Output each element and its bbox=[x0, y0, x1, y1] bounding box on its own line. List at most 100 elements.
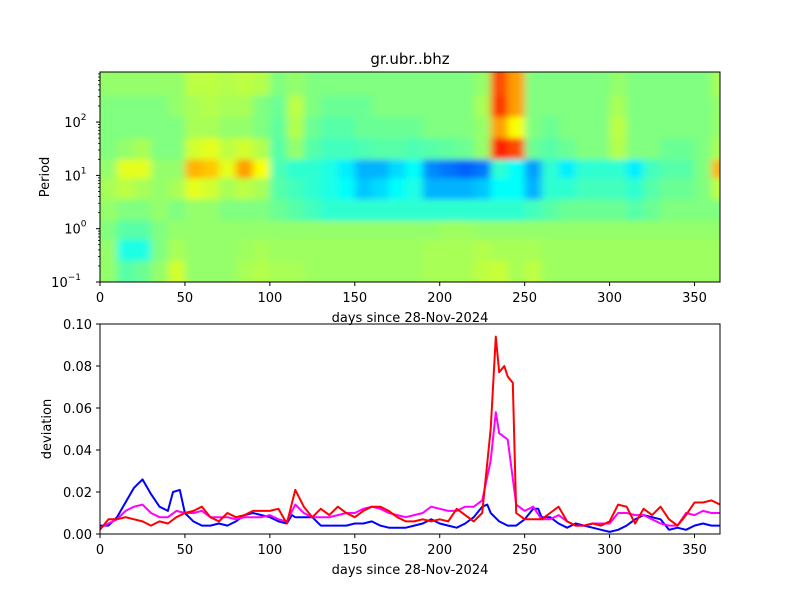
heatmap-cell bbox=[558, 199, 577, 222]
heatmap-cell bbox=[711, 116, 720, 139]
heatmap-cell bbox=[303, 220, 322, 243]
heatmap-cell bbox=[524, 72, 543, 96]
heatmap-cell bbox=[626, 72, 645, 96]
heatmap-cell bbox=[286, 72, 305, 96]
heatmap-cell bbox=[456, 138, 475, 160]
heatmap-cell bbox=[711, 138, 720, 160]
heatmap-cell bbox=[524, 116, 543, 139]
heatmap-cell bbox=[388, 239, 407, 262]
heatmap-ytick-base: 10 bbox=[64, 169, 81, 184]
heatmap-cell bbox=[643, 138, 662, 160]
heatmap-cell bbox=[626, 116, 645, 139]
heatmap-cell bbox=[116, 199, 135, 222]
heatmap-cell bbox=[422, 239, 441, 262]
heatmap-cell bbox=[626, 178, 645, 200]
heatmap-cell bbox=[524, 138, 543, 160]
line-xtick-label: 200 bbox=[427, 543, 452, 558]
heatmap-cell bbox=[150, 199, 169, 222]
heatmap-xtick-label: 0 bbox=[96, 291, 104, 306]
line-xtick-label: 250 bbox=[512, 543, 537, 558]
heatmap-cell bbox=[201, 95, 220, 118]
heatmap-cell bbox=[422, 199, 441, 222]
heatmap-cell bbox=[541, 199, 560, 222]
line-xtick-label: 100 bbox=[257, 543, 282, 558]
line-xtick-label: 50 bbox=[177, 543, 194, 558]
heatmap-cell bbox=[354, 138, 373, 160]
heatmap-cell bbox=[473, 260, 492, 282]
heatmap-xtick-label: 150 bbox=[342, 291, 367, 306]
heatmap-cell bbox=[558, 260, 577, 282]
heatmap-cell bbox=[643, 95, 662, 118]
heatmap-cell bbox=[541, 72, 560, 96]
heatmap-cell bbox=[456, 116, 475, 139]
heatmap-cell bbox=[337, 138, 356, 160]
heatmap-cell bbox=[456, 260, 475, 282]
heatmap-cell bbox=[490, 95, 509, 118]
heatmap-cell bbox=[490, 138, 509, 160]
heatmap-cell bbox=[218, 72, 237, 96]
heatmap-cell bbox=[354, 72, 373, 96]
line-ytick-label: 0.08 bbox=[63, 360, 92, 375]
heatmap-cell bbox=[269, 178, 288, 200]
heatmap-cell bbox=[575, 72, 594, 96]
heatmap-cell bbox=[371, 72, 390, 96]
heatmap-cell bbox=[286, 138, 305, 160]
heatmap-cell bbox=[490, 239, 509, 262]
heatmap-cell bbox=[320, 95, 339, 118]
heatmap-cell bbox=[235, 178, 254, 200]
heatmap-cell bbox=[184, 220, 203, 243]
heatmap-cell bbox=[303, 260, 322, 282]
heatmap-cell bbox=[507, 199, 526, 222]
line-series bbox=[100, 335, 720, 533]
heatmap-cell bbox=[133, 220, 152, 243]
heatmap-cell bbox=[490, 178, 509, 200]
heatmap-cell bbox=[218, 220, 237, 243]
heatmap-cell bbox=[626, 239, 645, 262]
heatmap-cell bbox=[626, 260, 645, 282]
heatmap-cell bbox=[269, 72, 288, 96]
heatmap-cell bbox=[524, 239, 543, 262]
heatmap-cell bbox=[337, 199, 356, 222]
heatmap-ytick-exponent: 1 bbox=[81, 166, 87, 176]
heatmap-cell bbox=[677, 72, 696, 96]
heatmap-ytick-exponent: 2 bbox=[81, 113, 87, 123]
heatmap-cell bbox=[405, 220, 424, 243]
heatmap-cell bbox=[609, 72, 628, 96]
heatmap-cell bbox=[694, 199, 713, 222]
heatmap-cell bbox=[439, 138, 458, 160]
heatmap-cell bbox=[592, 116, 611, 139]
heatmap-cell bbox=[592, 220, 611, 243]
heatmap-cell bbox=[541, 239, 560, 262]
heatmap-cell bbox=[473, 178, 492, 200]
heatmap-cell bbox=[286, 178, 305, 200]
heatmap-cell bbox=[592, 178, 611, 200]
heatmap-cell bbox=[150, 260, 169, 282]
heatmap-cell bbox=[286, 239, 305, 262]
heatmap-cell bbox=[286, 95, 305, 118]
line-xtick-label: 0 bbox=[96, 543, 104, 558]
heatmap-cell bbox=[116, 260, 135, 282]
heatmap-cell bbox=[592, 95, 611, 118]
heatmap-cell bbox=[405, 116, 424, 139]
heatmap-cell bbox=[252, 138, 271, 160]
heatmap-cell bbox=[473, 95, 492, 118]
heatmap-cell bbox=[354, 95, 373, 118]
line-ytick-label: 0.00 bbox=[63, 528, 92, 543]
heatmap-cell bbox=[201, 159, 220, 182]
heatmap-cell bbox=[252, 220, 271, 243]
heatmap-cell bbox=[100, 199, 118, 222]
heatmap-cell bbox=[507, 116, 526, 139]
heatmap-cell bbox=[456, 178, 475, 200]
heatmap-cell bbox=[100, 178, 118, 200]
series-line-magenta bbox=[100, 411, 720, 529]
heatmap-cell bbox=[218, 239, 237, 262]
heatmap-cell bbox=[371, 220, 390, 243]
heatmap-cell bbox=[133, 260, 152, 282]
heatmap-cell bbox=[490, 260, 509, 282]
heatmap-cell bbox=[133, 95, 152, 118]
heatmap-cell bbox=[269, 220, 288, 243]
heatmap-cell bbox=[558, 138, 577, 160]
heatmap-cell bbox=[133, 72, 152, 96]
heatmap-cell bbox=[303, 116, 322, 139]
heatmap-cell bbox=[405, 260, 424, 282]
